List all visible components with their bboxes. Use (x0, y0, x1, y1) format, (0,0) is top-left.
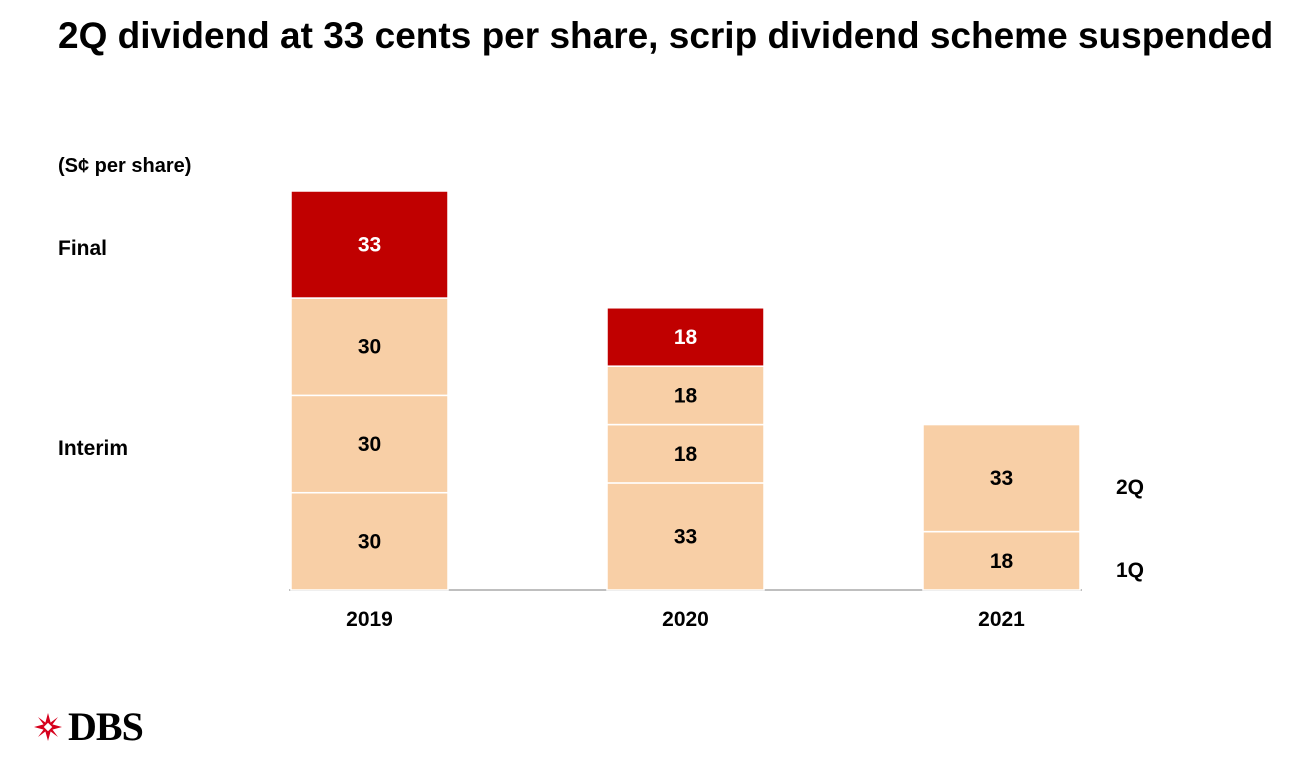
data-label-2019-segment-1: 30 (358, 530, 381, 553)
data-label-2019-segment-4: 33 (358, 234, 381, 257)
data-label-2019-segment-2: 30 (358, 433, 381, 456)
logo-text: DBS (68, 704, 144, 749)
side-label-1q: 1Q (1116, 559, 1144, 582)
bar-2021-segment-2 (922, 423, 1081, 533)
data-label-2020-segment-1: 33 (674, 525, 697, 548)
bar-2019-segment-1 (290, 491, 449, 591)
bar-2019-segment-3 (290, 297, 449, 397)
data-label-2020-segment-2: 18 (674, 443, 698, 466)
x-tick-label-2019: 2019 (346, 608, 393, 631)
data-label-2020-segment-3: 18 (674, 384, 698, 407)
side-label-2q: 2Q (1116, 476, 1144, 499)
final-row-label: Final (58, 237, 108, 260)
bar-2019-segment-4 (290, 190, 449, 299)
x-tick-label-2021: 2021 (978, 608, 1025, 631)
data-label-2021-segment-2: 33 (990, 467, 1013, 490)
data-label-2021-segment-1: 18 (990, 550, 1014, 573)
bar-2019-segment-2 (290, 394, 449, 494)
data-label-2019-segment-3: 30 (358, 336, 381, 359)
data-label-2020-segment-4: 18 (674, 326, 698, 349)
x-tick-label-2020: 2020 (662, 608, 709, 631)
bar-2020-segment-2 (606, 423, 765, 484)
unit-label: (S¢ per share) (58, 155, 192, 177)
slide-title: 2Q dividend at 33 cents per share, scrip… (58, 15, 1274, 56)
interim-row-label: Interim (58, 437, 129, 460)
bar-2020-segment-4 (606, 307, 765, 367)
dbs-logo: DBS (32, 704, 144, 749)
bar-2020-segment-1 (606, 482, 765, 591)
dividend-stacked-bar-chart: 30 30 30 33 2019 33 18 18 18 2020 18 33 2021 2Q 1Q (289, 190, 1144, 631)
bar-2021-segment-1 (922, 530, 1081, 591)
dbs-star-icon (34, 713, 62, 741)
